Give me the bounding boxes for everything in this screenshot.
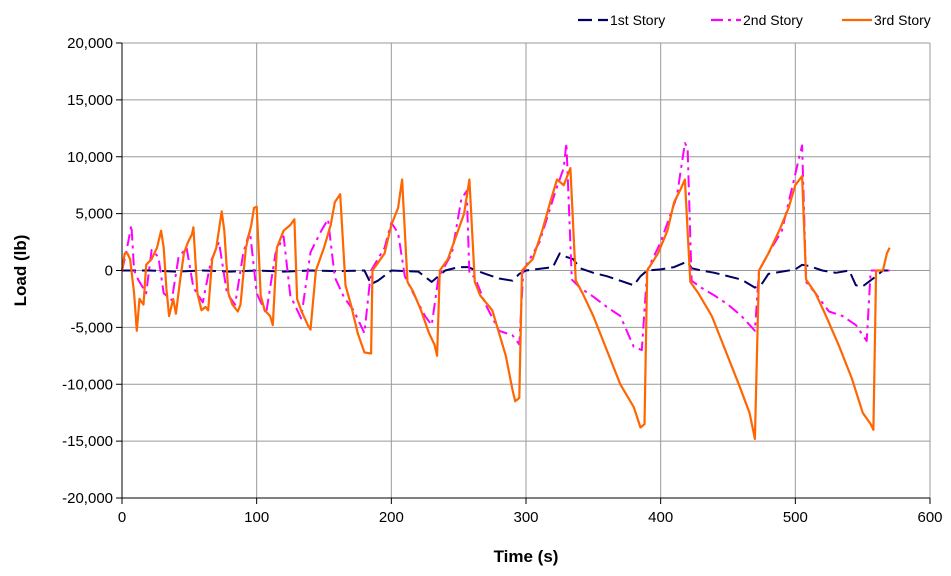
x-tick-label: 0 [118,509,126,526]
series-line-1 [122,252,890,289]
y-tick-label: 0 [105,263,113,280]
y-tick-label: 20,000 [67,35,113,52]
x-axis-title: Time (s) [494,547,559,566]
legend: 1st Story 2nd Story 3rd Story [578,12,931,28]
y-tick-label: -20,000 [62,490,113,507]
x-tick-label: 600 [917,509,942,526]
y-tick-label: 10,000 [67,149,113,166]
x-tick-label: 400 [648,509,673,526]
series-line-3 [120,167,891,440]
y-axis-title: Load (lb) [11,235,30,307]
legend-label-3: 3rd Story [874,12,931,28]
y-tick-label: -15,000 [62,433,113,450]
x-tick-label: 300 [513,509,538,526]
x-tick-label: 200 [379,509,404,526]
legend-label-2: 2nd Story [743,12,803,28]
x-tick-label: 100 [244,509,269,526]
y-tick-label: 15,000 [67,92,113,109]
y-tick-label: -10,000 [62,376,113,393]
series-group [120,142,891,440]
legend-label-1: 1st Story [610,12,665,28]
y-tick-label: 5,000 [75,206,113,223]
axes: -20,000 -15,000 -10,000 -5,000 0 5,000 10,000 1… [11,35,943,566]
x-tick-label: 500 [783,509,808,526]
series-line-2 [121,142,890,352]
y-tick-label: -5,000 [70,319,113,336]
